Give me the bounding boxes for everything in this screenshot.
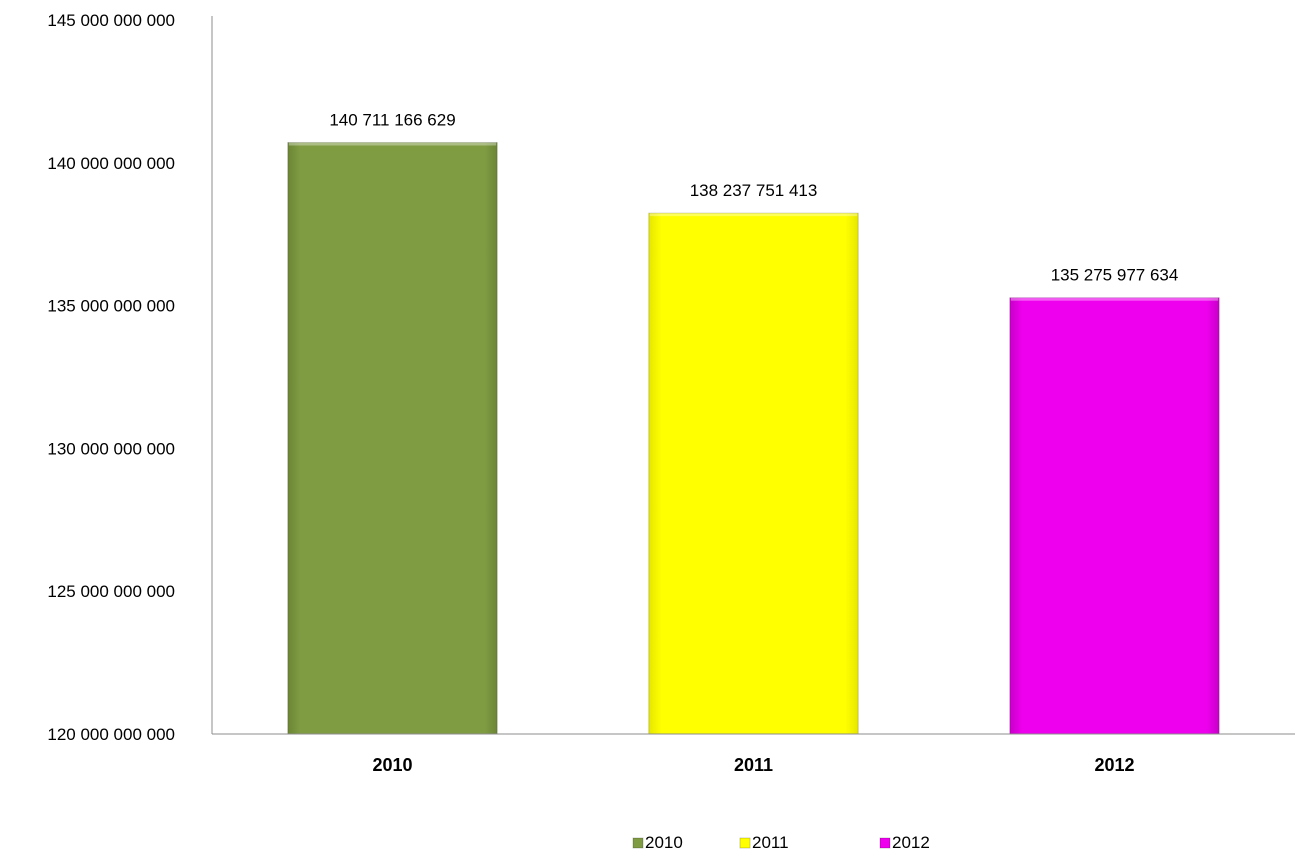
y-axis: 120 000 000 000 125 000 000 000 130 000 00… bbox=[47, 11, 213, 744]
legend: 2010 2011 2012 bbox=[632, 833, 930, 852]
y-tick-label: 140 000 000 000 bbox=[47, 154, 175, 173]
bar-rect bbox=[1009, 297, 1220, 735]
bar-top-highlight bbox=[1010, 297, 1219, 301]
x-category-label: 2011 bbox=[734, 755, 773, 775]
data-label: 135 275 977 634 bbox=[1051, 266, 1179, 285]
y-tick-label: 145 000 000 000 bbox=[47, 11, 175, 30]
data-label: 140 711 166 629 bbox=[329, 110, 455, 129]
bar-2010 bbox=[287, 141, 498, 735]
x-axis: 2010 2011 2012 bbox=[212, 733, 1295, 775]
legend-entry-2011: 2011 bbox=[739, 833, 789, 852]
bar-2012 bbox=[1009, 297, 1220, 735]
legend-label: 2011 bbox=[752, 833, 789, 852]
y-tick-label: 120 000 000 000 bbox=[47, 725, 175, 744]
legend-label: 2012 bbox=[892, 833, 930, 852]
legend-entry-2010: 2010 bbox=[632, 833, 683, 852]
legend-label: 2010 bbox=[645, 833, 683, 852]
legend-swatch bbox=[632, 837, 644, 849]
y-tick-label: 130 000 000 000 bbox=[47, 439, 175, 458]
data-label: 138 237 751 413 bbox=[690, 181, 818, 200]
y-tick-label: 125 000 000 000 bbox=[47, 582, 175, 601]
legend-swatch bbox=[739, 837, 751, 849]
legend-swatch bbox=[879, 837, 891, 849]
legend-entry-2012: 2012 bbox=[879, 833, 930, 852]
bar-rect bbox=[287, 141, 498, 735]
bar-2011 bbox=[648, 212, 859, 735]
y-tick-label: 135 000 000 000 bbox=[47, 297, 175, 316]
x-category-label: 2010 bbox=[372, 755, 412, 775]
bar-top-highlight bbox=[288, 142, 497, 146]
bars: 140 711 166 629 138 237 751 413 135 275 97… bbox=[287, 110, 1220, 735]
bar-top-highlight bbox=[649, 213, 858, 217]
bar-rect bbox=[648, 212, 859, 735]
x-category-label: 2012 bbox=[1094, 755, 1134, 775]
